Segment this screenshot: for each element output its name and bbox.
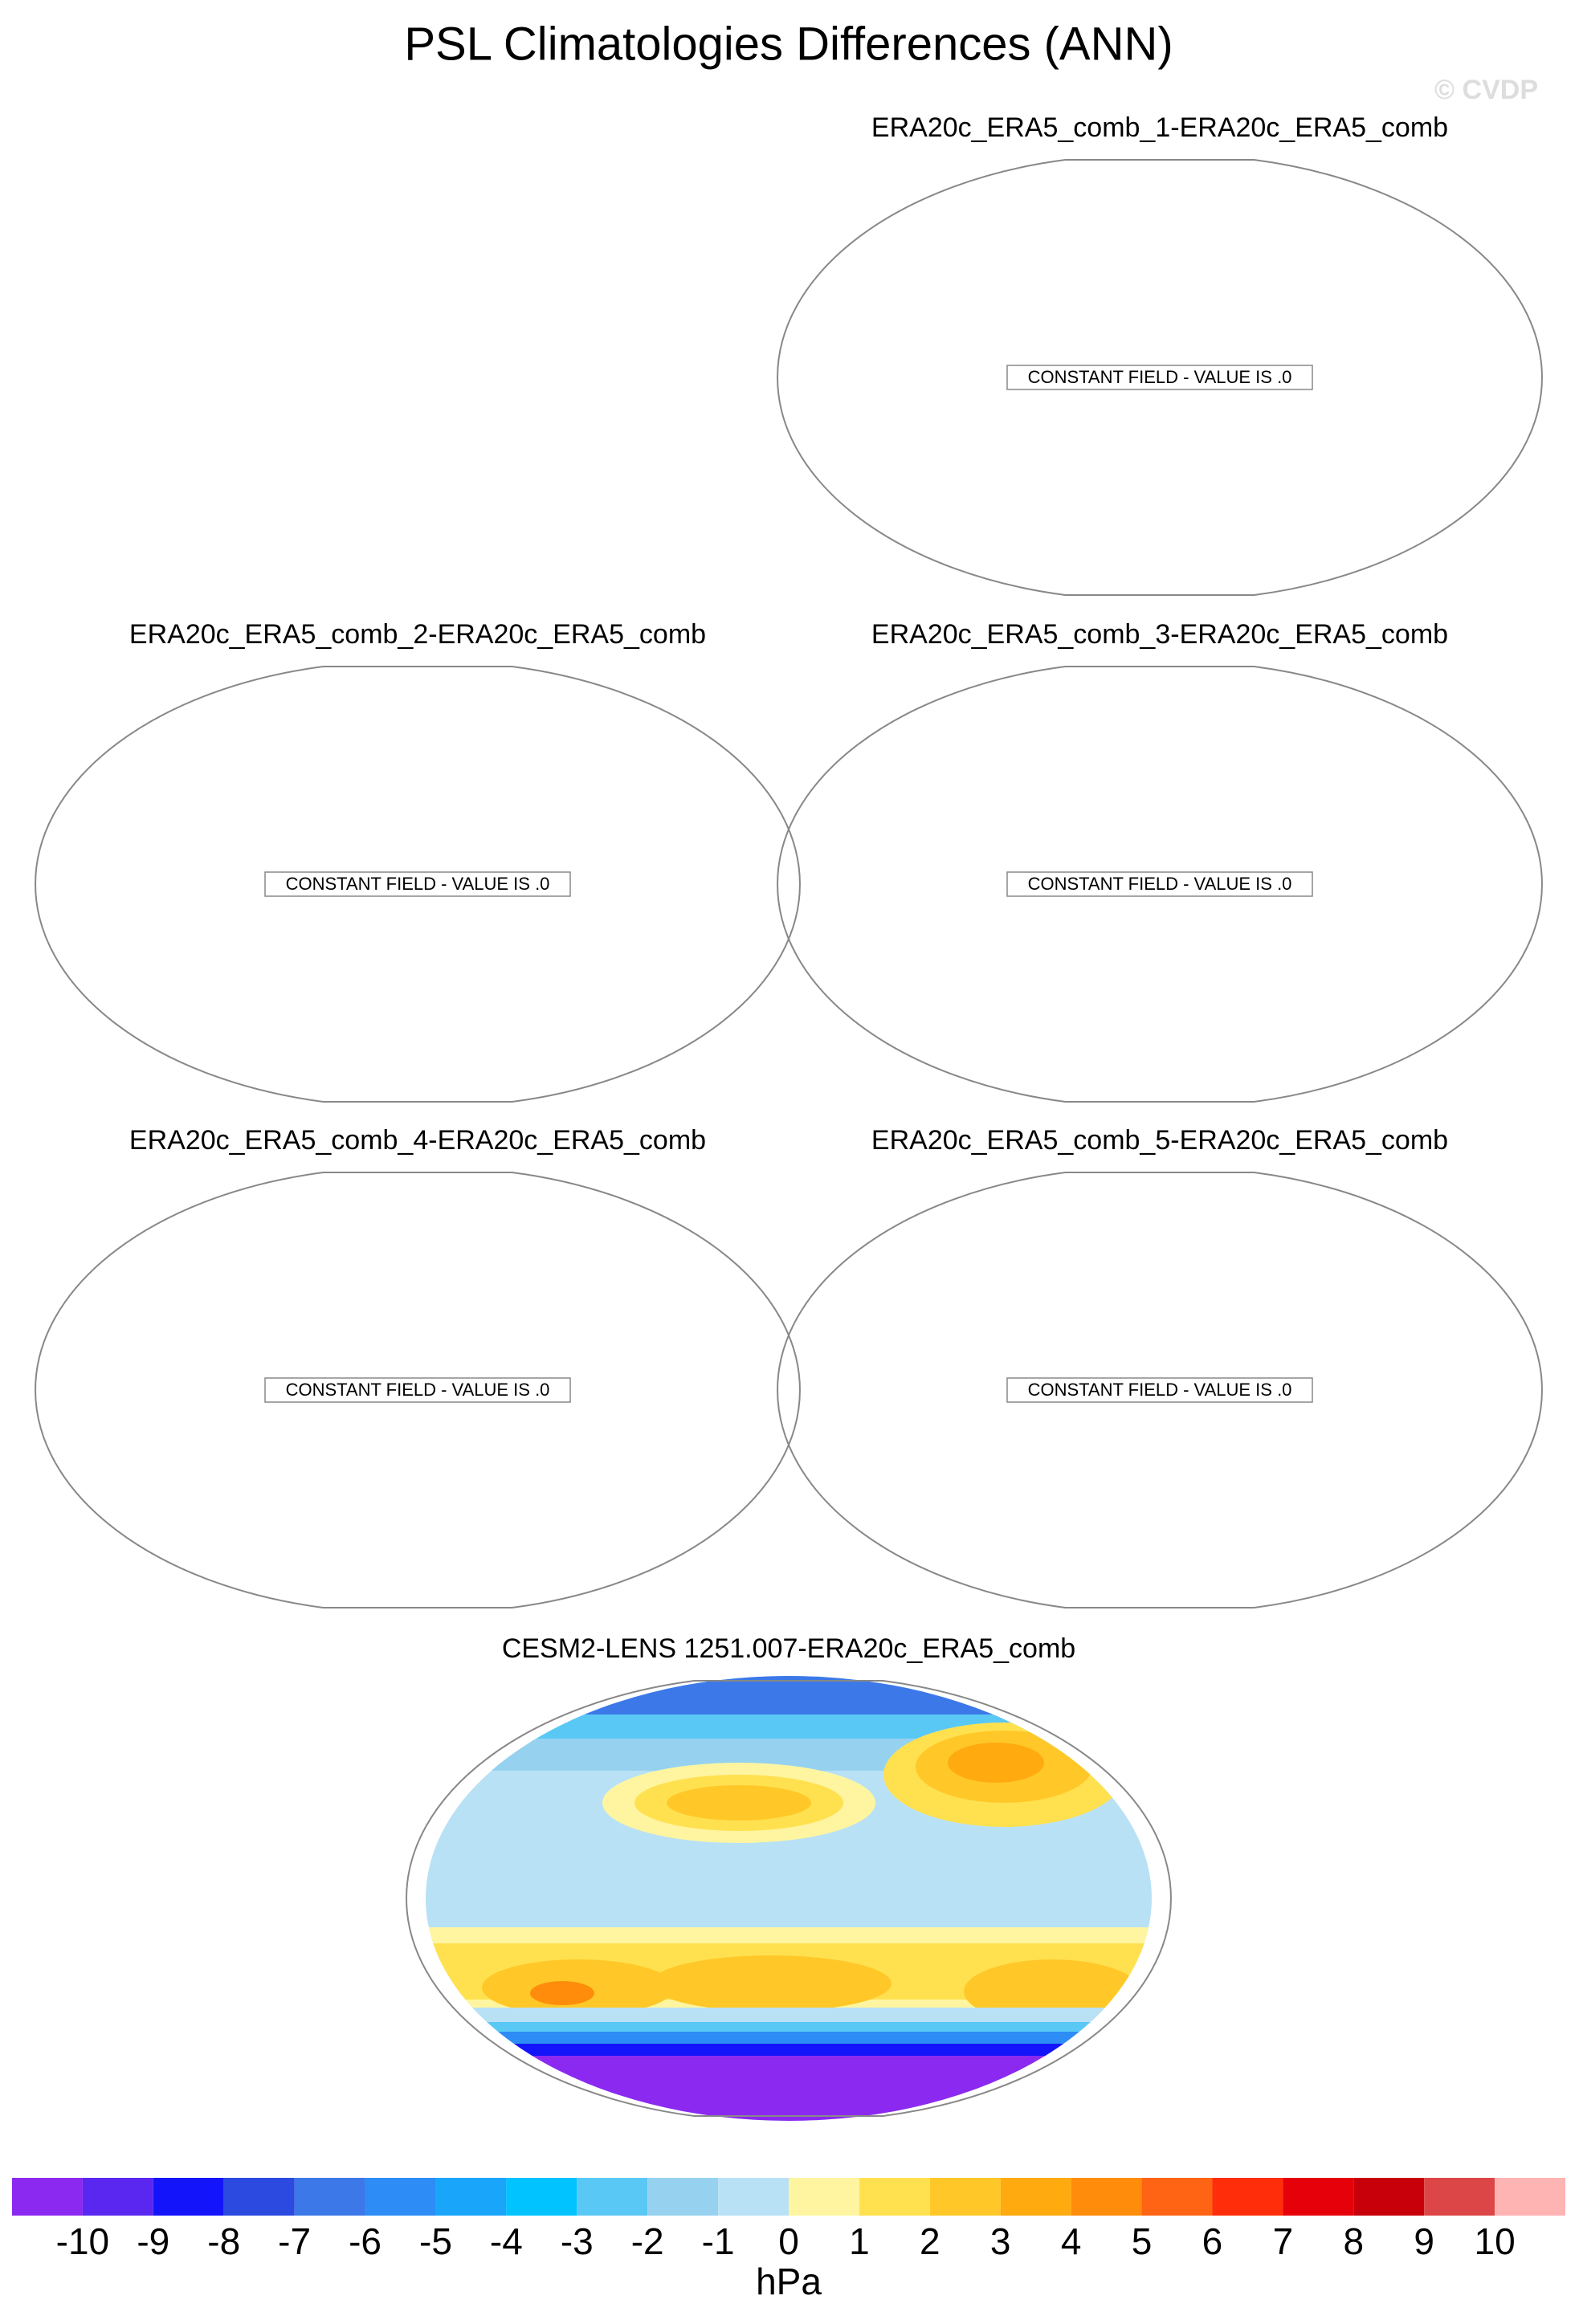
constant-field-note: CONSTANT FIELD - VALUE IS .0: [1028, 1380, 1292, 1400]
map-outline: [35, 666, 801, 1103]
panel-title: ERA20c_ERA5_comb_4-ERA20c_ERA5_comb: [129, 1125, 706, 1156]
colorbar-label: -10: [56, 2220, 109, 2262]
colorbar-box: [1283, 2178, 1354, 2216]
colorbar-box: [365, 2178, 436, 2216]
note-box: [1006, 1377, 1313, 1403]
note-box: [1006, 871, 1313, 897]
colorbar-label: 7: [1273, 2220, 1294, 2262]
colorbar-box: [929, 2178, 1001, 2216]
colorbar-box: [1353, 2178, 1425, 2216]
colorbar-label: 1: [849, 2220, 870, 2262]
panel-title: ERA20c_ERA5_comb_3-ERA20c_ERA5_comb: [871, 619, 1448, 650]
panel-title: ERA20c_ERA5_comb_1-ERA20c_ERA5_comb: [871, 112, 1448, 143]
panel-title: ERA20c_ERA5_comb_5-ERA20c_ERA5_comb: [871, 1125, 1448, 1156]
constant-field-note: CONSTANT FIELD - VALUE IS .0: [1028, 367, 1292, 387]
colorbar-label: -6: [349, 2220, 381, 2262]
colorbar-label: -5: [419, 2220, 452, 2262]
map-outline: [777, 666, 1543, 1103]
colorbar-label: -4: [490, 2220, 523, 2262]
constant-field-note: CONSTANT FIELD - VALUE IS .0: [1028, 874, 1292, 894]
colorbar-box: [647, 2178, 719, 2216]
colorbar-box: [859, 2178, 930, 2216]
constant-field-note: CONSTANT FIELD - VALUE IS .0: [286, 1380, 550, 1400]
colorbar-box: [435, 2178, 507, 2216]
colorbar-label: 4: [1061, 2220, 1082, 2262]
colorbar-label: 3: [990, 2220, 1011, 2262]
colorbar-box: [1212, 2178, 1283, 2216]
colorbar-box: [789, 2178, 859, 2216]
constant-field-note: CONSTANT FIELD - VALUE IS .0: [286, 874, 550, 894]
colorbar-label: 6: [1202, 2220, 1223, 2262]
panel-title: CESM2-LENS 1251.007-ERA20c_ERA5_comb: [502, 1633, 1075, 1664]
colorbar-label: 5: [1132, 2220, 1153, 2262]
colorbar-label: -8: [207, 2220, 240, 2262]
colorbar-box: [1071, 2178, 1142, 2216]
colorbar-box: [223, 2178, 295, 2216]
colorbar-box: [1495, 2178, 1565, 2216]
colorbar-label: 9: [1414, 2220, 1434, 2262]
panel-title: ERA20c_ERA5_comb_2-ERA20c_ERA5_comb: [129, 619, 706, 650]
watermark: © CVDP: [1434, 75, 1538, 105]
colorbar-box: [718, 2178, 789, 2216]
colorbar-label: -7: [278, 2220, 311, 2262]
colorbar-label: -3: [561, 2220, 594, 2262]
figure-title: PSL Climatologies Differences (ANN): [404, 18, 1173, 70]
colorbar-box: [1000, 2178, 1071, 2216]
colorbar-box: [1424, 2178, 1495, 2216]
colorbar-label: 10: [1475, 2220, 1516, 2262]
colorbar-label: -1: [702, 2220, 735, 2262]
colorbar-box: [12, 2178, 83, 2216]
colorbar-box: [1141, 2178, 1213, 2216]
colorbar-label: 2: [920, 2220, 940, 2262]
note-box: [264, 871, 571, 897]
colorbar-box: [294, 2178, 365, 2216]
colorbar-label: 8: [1343, 2220, 1364, 2262]
colorbar-unit: hPa: [756, 2261, 822, 2302]
note-box: [264, 1377, 571, 1403]
map-outline: [35, 1172, 801, 1608]
colorbar-label: 0: [778, 2220, 799, 2262]
colorbar-label: -9: [137, 2220, 169, 2262]
colorbar-box: [82, 2178, 153, 2216]
map-outline: [777, 159, 1543, 596]
map-outline: [406, 1680, 1172, 2117]
map-outline: [777, 1172, 1543, 1608]
colorbar-box: [506, 2178, 577, 2216]
colorbar-box: [153, 2178, 224, 2216]
note-box: [1006, 365, 1313, 390]
colorbar-box: [577, 2178, 648, 2216]
colorbar-label: -2: [631, 2220, 664, 2262]
